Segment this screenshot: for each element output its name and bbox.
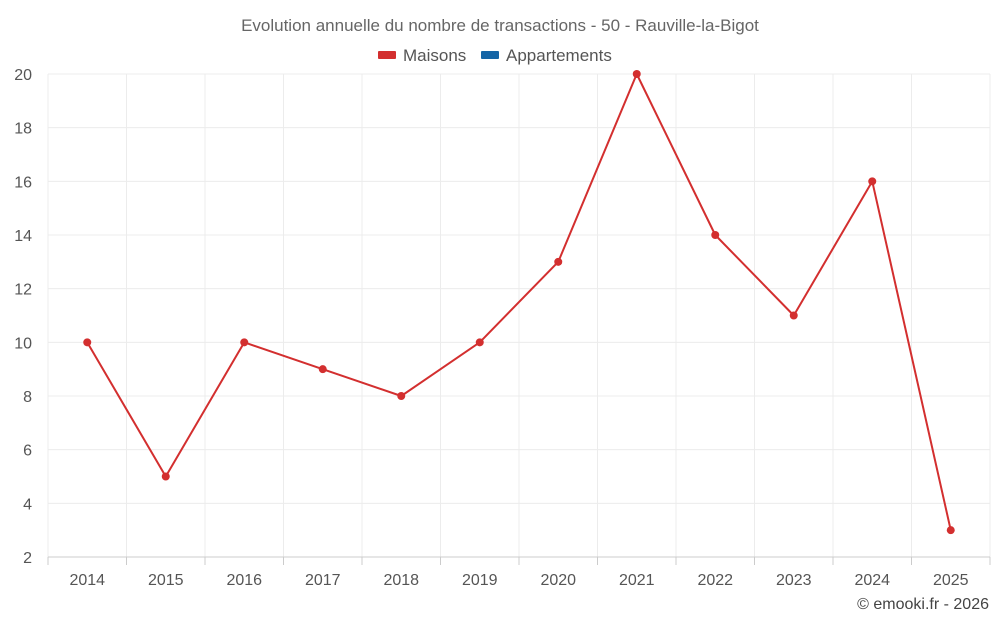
y-tick-label: 16 — [14, 174, 32, 191]
y-tick-label: 10 — [14, 335, 32, 352]
series-line-maisons — [86, 73, 952, 531]
series-maisons — [83, 70, 955, 535]
y-tick-label: 14 — [14, 228, 32, 245]
legend-swatch-maisons — [378, 51, 396, 59]
x-tick-label: 2016 — [226, 572, 262, 589]
legend-item-appartements[interactable]: Appartements — [481, 46, 612, 65]
data-point[interactable] — [868, 177, 877, 186]
data-point[interactable] — [240, 338, 249, 347]
y-tick-label: 20 — [14, 67, 32, 84]
data-point[interactable] — [318, 365, 327, 374]
x-tick-label: 2014 — [69, 572, 105, 589]
y-tick-label: 2 — [23, 550, 32, 567]
y-tick-label: 4 — [23, 496, 32, 513]
legend-swatch-appartements — [481, 51, 499, 59]
y-axis-ticks: 2 4 6 8 10 12 14 16 18 20 — [14, 67, 32, 567]
x-tick-label: 2023 — [776, 572, 812, 589]
x-tick-label: 2017 — [305, 572, 341, 589]
chart-title: Evolution annuelle du nombre de transact… — [241, 16, 759, 35]
y-tick-label: 8 — [23, 389, 32, 406]
x-tick-label: 2015 — [148, 572, 184, 589]
x-axis-ticks: 2014 2015 2016 2017 2018 2019 2020 2021 2022 2023… — [69, 572, 968, 589]
y-tick-label: 6 — [23, 443, 32, 460]
axes — [47, 556, 991, 565]
x-tick-label: 2021 — [619, 572, 655, 589]
data-point[interactable] — [161, 472, 170, 481]
data-point[interactable] — [397, 392, 406, 400]
data-point[interactable] — [711, 231, 720, 239]
legend: Maisons Appartements — [378, 46, 612, 65]
data-point[interactable] — [632, 70, 641, 78]
data-point[interactable] — [554, 257, 563, 266]
data-point[interactable] — [83, 338, 92, 347]
x-tick-label: 2020 — [540, 572, 576, 589]
x-tick-label: 2024 — [854, 572, 890, 589]
credit-text: © emooki.fr - 2026 — [857, 596, 989, 613]
x-tick-label: 2018 — [383, 572, 419, 589]
legend-label-maisons: Maisons — [403, 46, 466, 65]
data-point[interactable] — [475, 338, 484, 347]
grid — [47, 73, 991, 557]
legend-item-maisons[interactable]: Maisons — [378, 46, 466, 65]
x-tick-label: 2025 — [933, 572, 969, 589]
x-tick-label: 2019 — [462, 572, 498, 589]
x-tick-label: 2022 — [697, 572, 733, 589]
y-tick-label: 12 — [14, 282, 32, 299]
data-point[interactable] — [946, 526, 955, 535]
data-point[interactable] — [789, 311, 798, 320]
y-tick-label: 18 — [14, 121, 32, 138]
legend-label-appartements: Appartements — [506, 46, 612, 65]
